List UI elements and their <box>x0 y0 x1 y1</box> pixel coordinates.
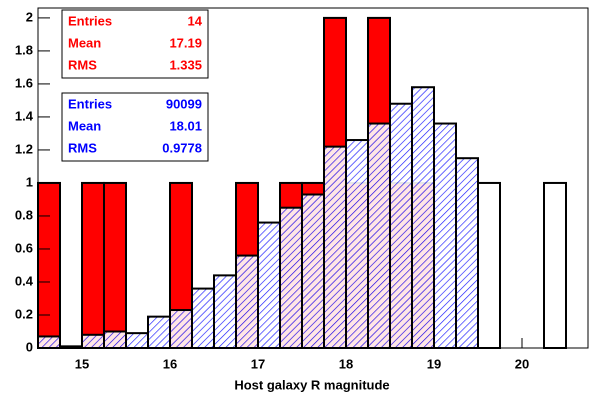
y-tick-label: 1.2 <box>15 141 33 156</box>
stats-value: 18.01 <box>169 118 202 133</box>
x-tick-label: 15 <box>75 356 89 371</box>
stats-label: RMS <box>68 57 97 72</box>
y-tick-label: 0.6 <box>15 240 33 255</box>
stats-label: RMS <box>68 140 97 155</box>
stats-value: 1.335 <box>169 57 202 72</box>
x-tick-label: 19 <box>427 356 441 371</box>
y-tick-label: 0 <box>26 339 33 354</box>
y-tick-label: 0.4 <box>15 273 34 288</box>
histogram-bar <box>103 181 127 349</box>
histogram-bar <box>455 157 479 349</box>
stats-value: 14 <box>188 13 203 28</box>
histogram-bar <box>191 287 215 349</box>
stats-value: 0.9778 <box>162 140 202 155</box>
histogram-bar <box>81 181 105 349</box>
y-tick-label: 0.8 <box>15 207 33 222</box>
plot-frame <box>37 7 589 349</box>
histogram-bar <box>301 193 325 349</box>
histogram-bar <box>257 221 281 349</box>
stats-box <box>61 9 209 79</box>
x-tick-label: 16 <box>163 356 177 371</box>
histogram-bar <box>37 181 61 349</box>
histogram-bar <box>125 332 149 349</box>
y-tick-label: 1.6 <box>15 75 33 90</box>
x-tick-label: 18 <box>339 356 353 371</box>
histogram-bar <box>235 254 259 349</box>
histogram-bar <box>103 330 127 350</box>
stats-box <box>61 92 209 162</box>
histogram-bar <box>543 181 567 349</box>
stats-label: Mean <box>68 118 101 133</box>
histogram-bar <box>81 333 105 349</box>
y-tick-label: 0.2 <box>15 306 33 321</box>
histogram-bar <box>37 335 61 349</box>
histogram-bar <box>433 122 457 349</box>
y-tick-label: 2 <box>26 9 33 24</box>
stats-value: 17.19 <box>169 35 202 50</box>
stats-value: 90099 <box>166 96 202 111</box>
x-tick-label: 20 <box>515 356 529 371</box>
histogram-bar <box>279 206 303 349</box>
histogram-bar <box>411 86 435 349</box>
stats-label: Entries <box>68 13 112 28</box>
x-axis-label: Host galaxy R magnitude <box>234 377 389 392</box>
histogram-bar <box>147 315 171 349</box>
stats-label: Mean <box>68 35 101 50</box>
stats-label: Entries <box>68 96 112 111</box>
histogram-bar <box>213 274 237 349</box>
histogram-bar <box>389 102 413 350</box>
y-tick-label: 1 <box>26 174 33 189</box>
histogram-bar <box>477 181 501 349</box>
x-tick-label: 17 <box>251 356 265 371</box>
histogram-bar <box>323 145 347 349</box>
histogram-bar <box>345 139 369 349</box>
histogram-bar <box>367 122 391 349</box>
y-tick-label: 1.4 <box>15 108 34 123</box>
histogram-bar <box>169 309 193 350</box>
y-tick-label: 1.8 <box>15 42 33 57</box>
